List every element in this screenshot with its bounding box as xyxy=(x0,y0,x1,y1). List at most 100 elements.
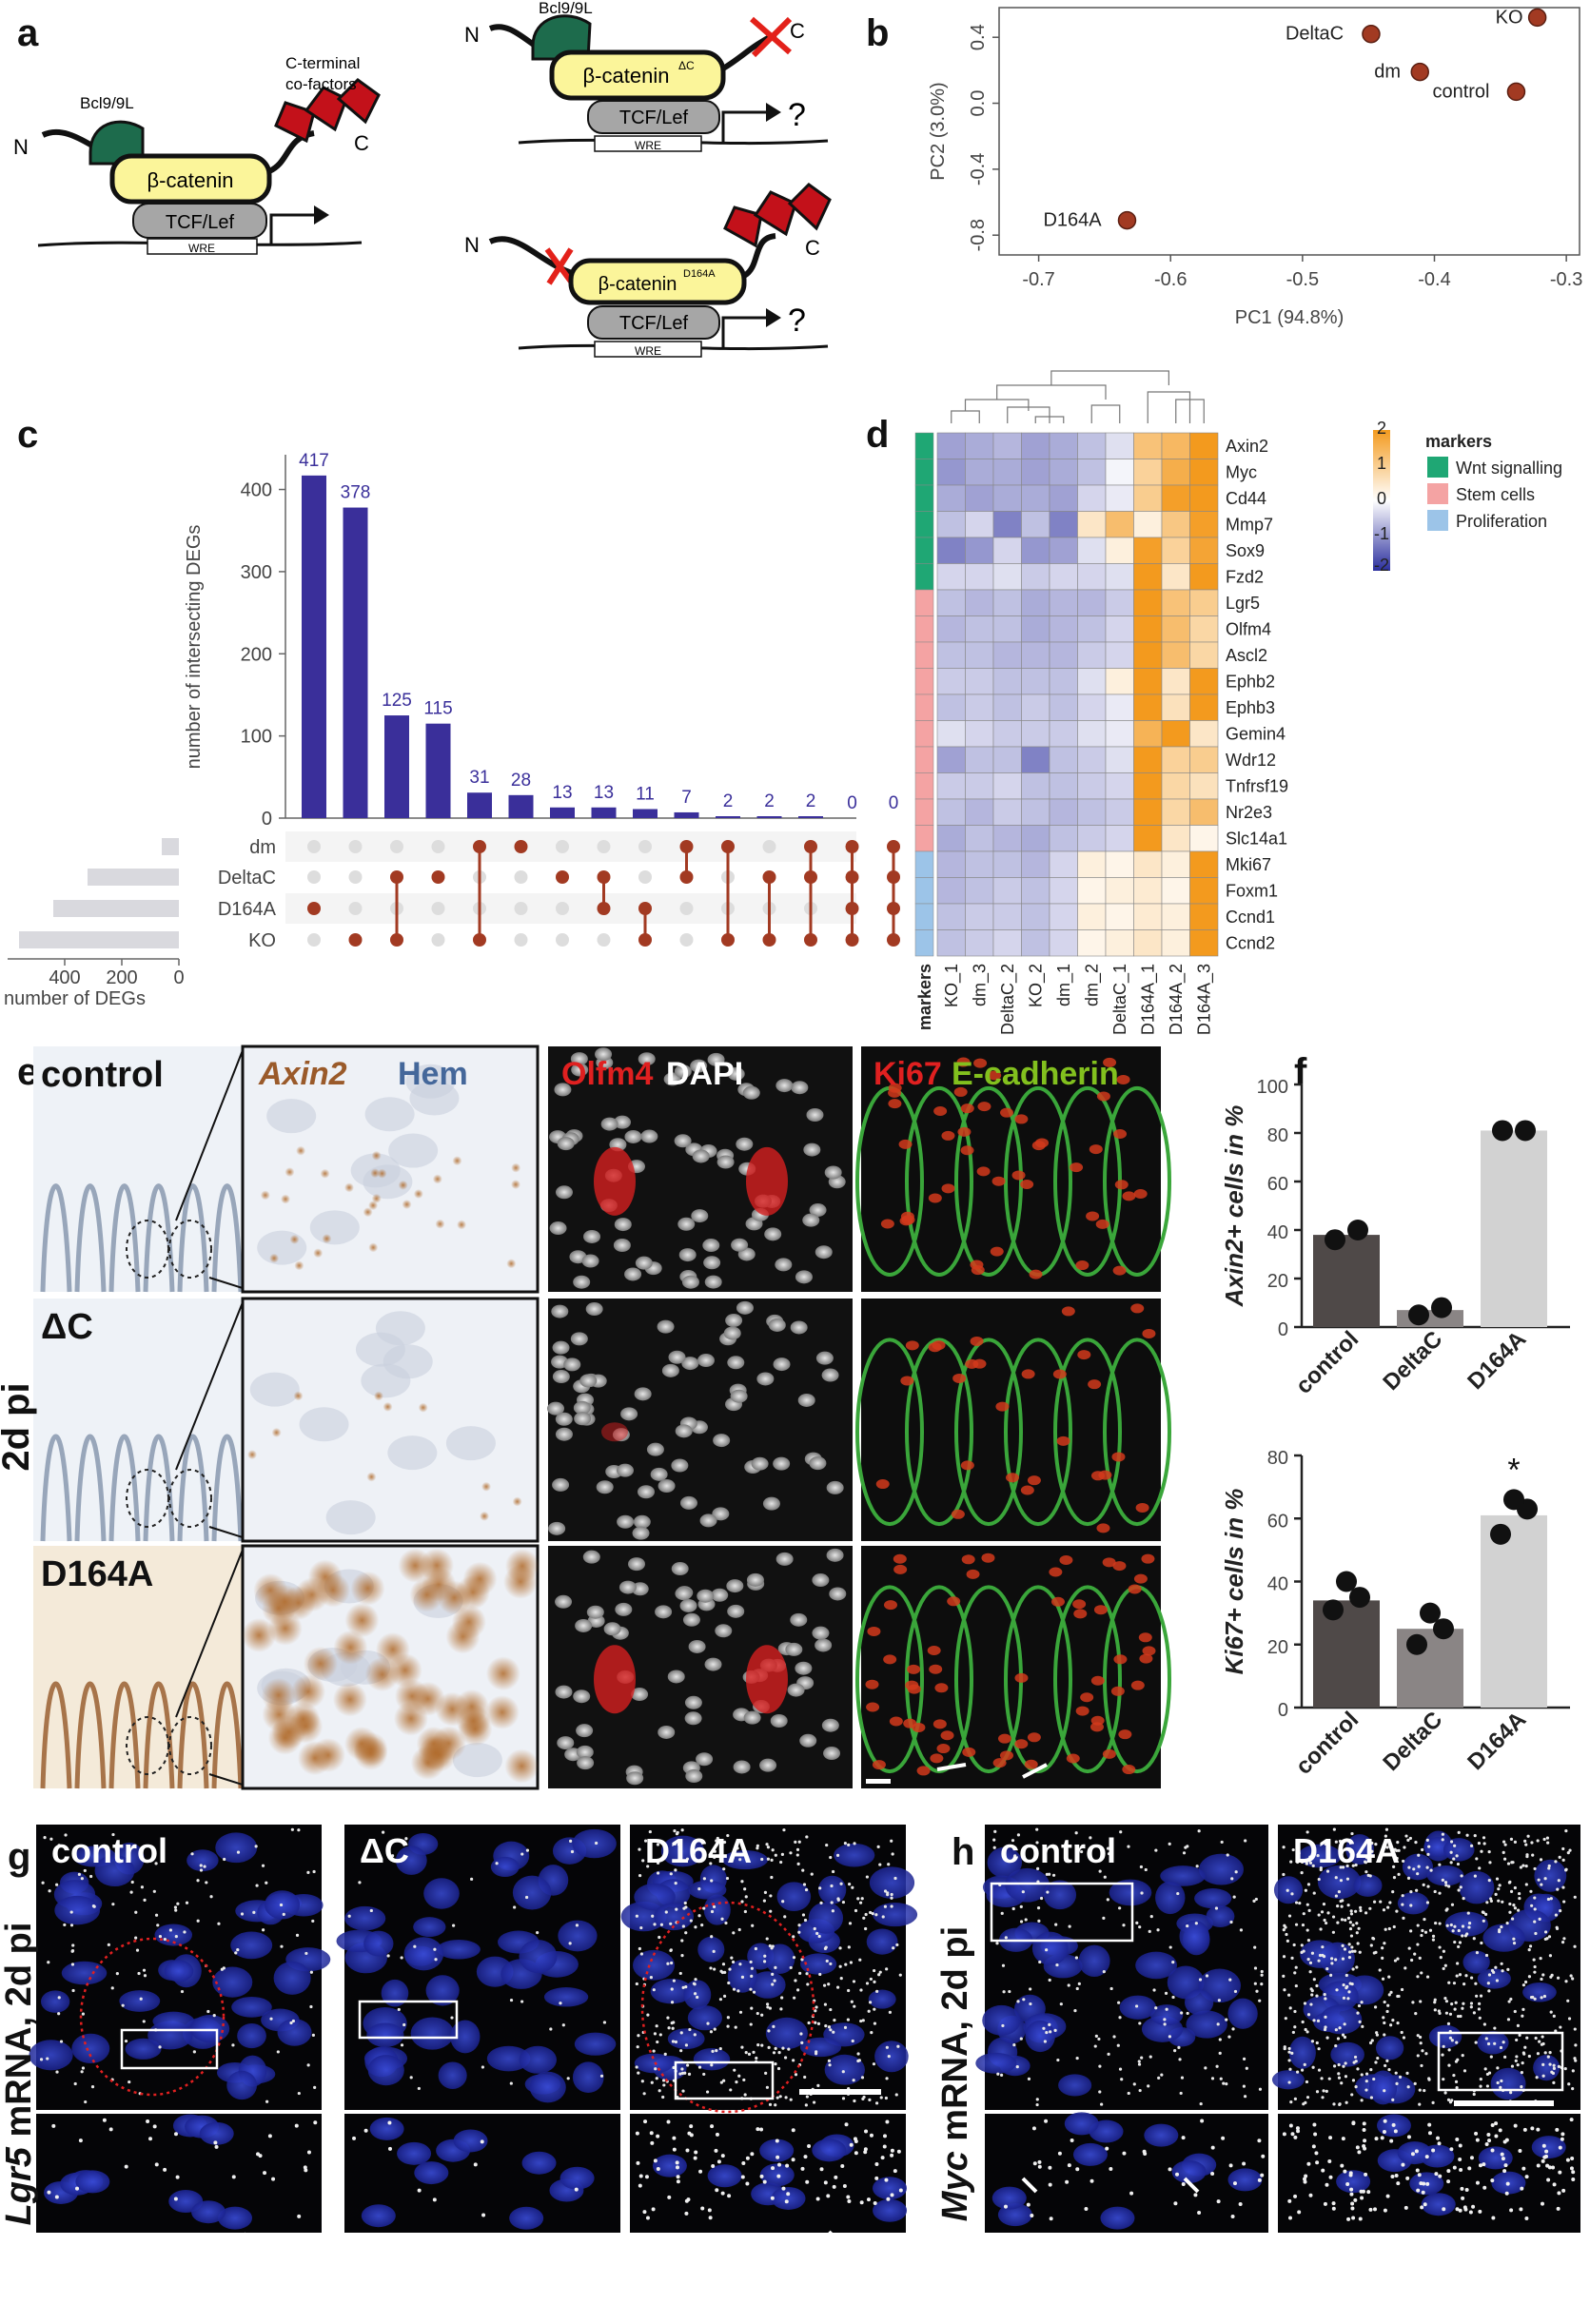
fish-dot xyxy=(1178,2058,1182,2061)
ki67-nucleus xyxy=(976,1166,991,1177)
fish-dot xyxy=(1552,2014,1556,2018)
fish-dot xyxy=(1500,2079,1503,2083)
axin2-signal xyxy=(437,1580,472,1615)
fish-dot xyxy=(1343,2035,1347,2040)
heatmap-cell xyxy=(1133,668,1163,695)
fish-dot xyxy=(1334,2043,1338,2048)
fish-dot xyxy=(738,2010,743,2014)
bar-ytick-label: 20 xyxy=(1267,1637,1288,1658)
fish-dot xyxy=(1325,2089,1328,2094)
fish-zoom-dot xyxy=(1037,2164,1042,2169)
dapi-nucleus xyxy=(549,1221,567,1236)
fish-dot xyxy=(400,1956,403,1960)
axin2-signal xyxy=(418,1402,428,1413)
fish-nucleus xyxy=(1025,2020,1055,2053)
axin2-signal xyxy=(296,1145,306,1156)
fish-zoom-dot xyxy=(762,2179,767,2184)
fish-dot xyxy=(713,1855,716,1860)
dapi-nucleus xyxy=(573,1689,591,1704)
fish-dot xyxy=(721,1840,726,1845)
fish-dot xyxy=(185,1901,189,1904)
heatmap-cell xyxy=(1021,563,1050,591)
upset-matrix-dot xyxy=(348,870,363,884)
fish-dot xyxy=(1038,1960,1042,1964)
fish-zoom-dot xyxy=(1482,2185,1487,2190)
fish-nucleus xyxy=(529,2071,566,2103)
fish-zoom-dot xyxy=(1482,2162,1486,2167)
fish-dot xyxy=(683,2071,687,2075)
fish-dot xyxy=(1413,2081,1417,2085)
fish-zoom-dot xyxy=(1288,2216,1293,2220)
fish-zoom-dot xyxy=(826,2194,831,2198)
fish-dot xyxy=(1521,1864,1525,1867)
fish-zoom-dot xyxy=(363,2128,368,2133)
fish-dot xyxy=(1321,1953,1325,1958)
zoom-line xyxy=(208,1277,244,1289)
fish-label: D164A xyxy=(645,1831,752,1870)
ki67-nucleus xyxy=(928,1193,942,1203)
marker-cell xyxy=(914,929,934,957)
fish-zoom-nucleus xyxy=(771,2186,806,2210)
fish-dot xyxy=(1282,1928,1286,1932)
fish-dot xyxy=(1306,1939,1311,1943)
heatmap-cell xyxy=(1049,668,1078,695)
fish-dot xyxy=(1427,1845,1431,1848)
fish-dot xyxy=(1462,2069,1467,2073)
fish-dot xyxy=(723,1994,727,1999)
fish-dot xyxy=(892,1946,895,1950)
heatmap-col-label: D164A_3 xyxy=(1194,964,1214,1035)
fish-dot xyxy=(1437,2009,1441,2013)
fish-nucleus xyxy=(1149,2004,1184,2026)
fish-dot xyxy=(1214,1906,1219,1910)
fish-dot xyxy=(1460,1874,1463,1878)
fish-dot xyxy=(63,1923,67,1927)
fish-dot xyxy=(1154,2006,1158,2010)
bar-data-point xyxy=(1349,1587,1370,1609)
bar-ytick-label: 20 xyxy=(1267,1271,1288,1292)
fish-zoom-dot xyxy=(214,2144,219,2149)
fish-dot xyxy=(261,1864,265,1867)
side-label-lgr5: Lgr5 mRNA, 2d pi xyxy=(0,1923,39,2226)
fish-dot xyxy=(697,1914,701,1918)
fish-zoom-dot xyxy=(775,2155,780,2159)
fish-dot xyxy=(832,2030,835,2034)
fish-dot xyxy=(70,1949,75,1953)
heatmap-cell xyxy=(1021,641,1050,669)
bar xyxy=(1397,1310,1463,1327)
dapi-nucleus xyxy=(633,1514,651,1529)
fish-dot xyxy=(774,2103,777,2107)
fish-nucleus xyxy=(395,1846,427,1875)
fish-zoom-dot xyxy=(1569,2118,1574,2122)
fish-zoom-nucleus xyxy=(397,2141,432,2165)
zoom-box xyxy=(1437,2031,1564,2092)
fish-dot xyxy=(725,1876,730,1881)
fish-dot xyxy=(1450,2002,1454,2006)
fish-dot xyxy=(1323,1992,1326,1997)
fish-dot xyxy=(1495,1979,1500,1982)
dapi-nucleus xyxy=(551,1304,569,1318)
fish-nucleus xyxy=(367,2055,404,2086)
fish-dot xyxy=(347,1914,351,1918)
fish-dot xyxy=(693,2033,697,2037)
fish-dot xyxy=(1496,2080,1500,2085)
fish-dot xyxy=(781,2046,785,2050)
fish-nucleus xyxy=(1271,2070,1305,2090)
fish-dot xyxy=(883,1904,888,1908)
fish-dot xyxy=(1219,2077,1223,2080)
fish-dot xyxy=(772,2051,776,2055)
dapi-nucleus xyxy=(677,1217,696,1231)
fish-dot xyxy=(857,2059,861,2062)
fish-dot xyxy=(1449,1923,1453,1927)
fish-dot xyxy=(1564,1980,1568,1983)
fish-dot xyxy=(1210,2077,1215,2080)
fish-dot xyxy=(1489,1897,1493,1901)
fish-dot xyxy=(190,1852,194,1856)
fish-dot xyxy=(1509,1997,1513,2002)
fish-dot xyxy=(1338,2026,1342,2030)
fish-zoom-dot xyxy=(1437,2141,1442,2146)
dapi-nucleus xyxy=(704,1275,722,1289)
fish-zoom-dot xyxy=(786,2192,791,2197)
fish-dot xyxy=(1411,2001,1415,2004)
heatmap-row-label: Olfm4 xyxy=(1226,620,1271,639)
fish-dot xyxy=(196,1919,200,1923)
